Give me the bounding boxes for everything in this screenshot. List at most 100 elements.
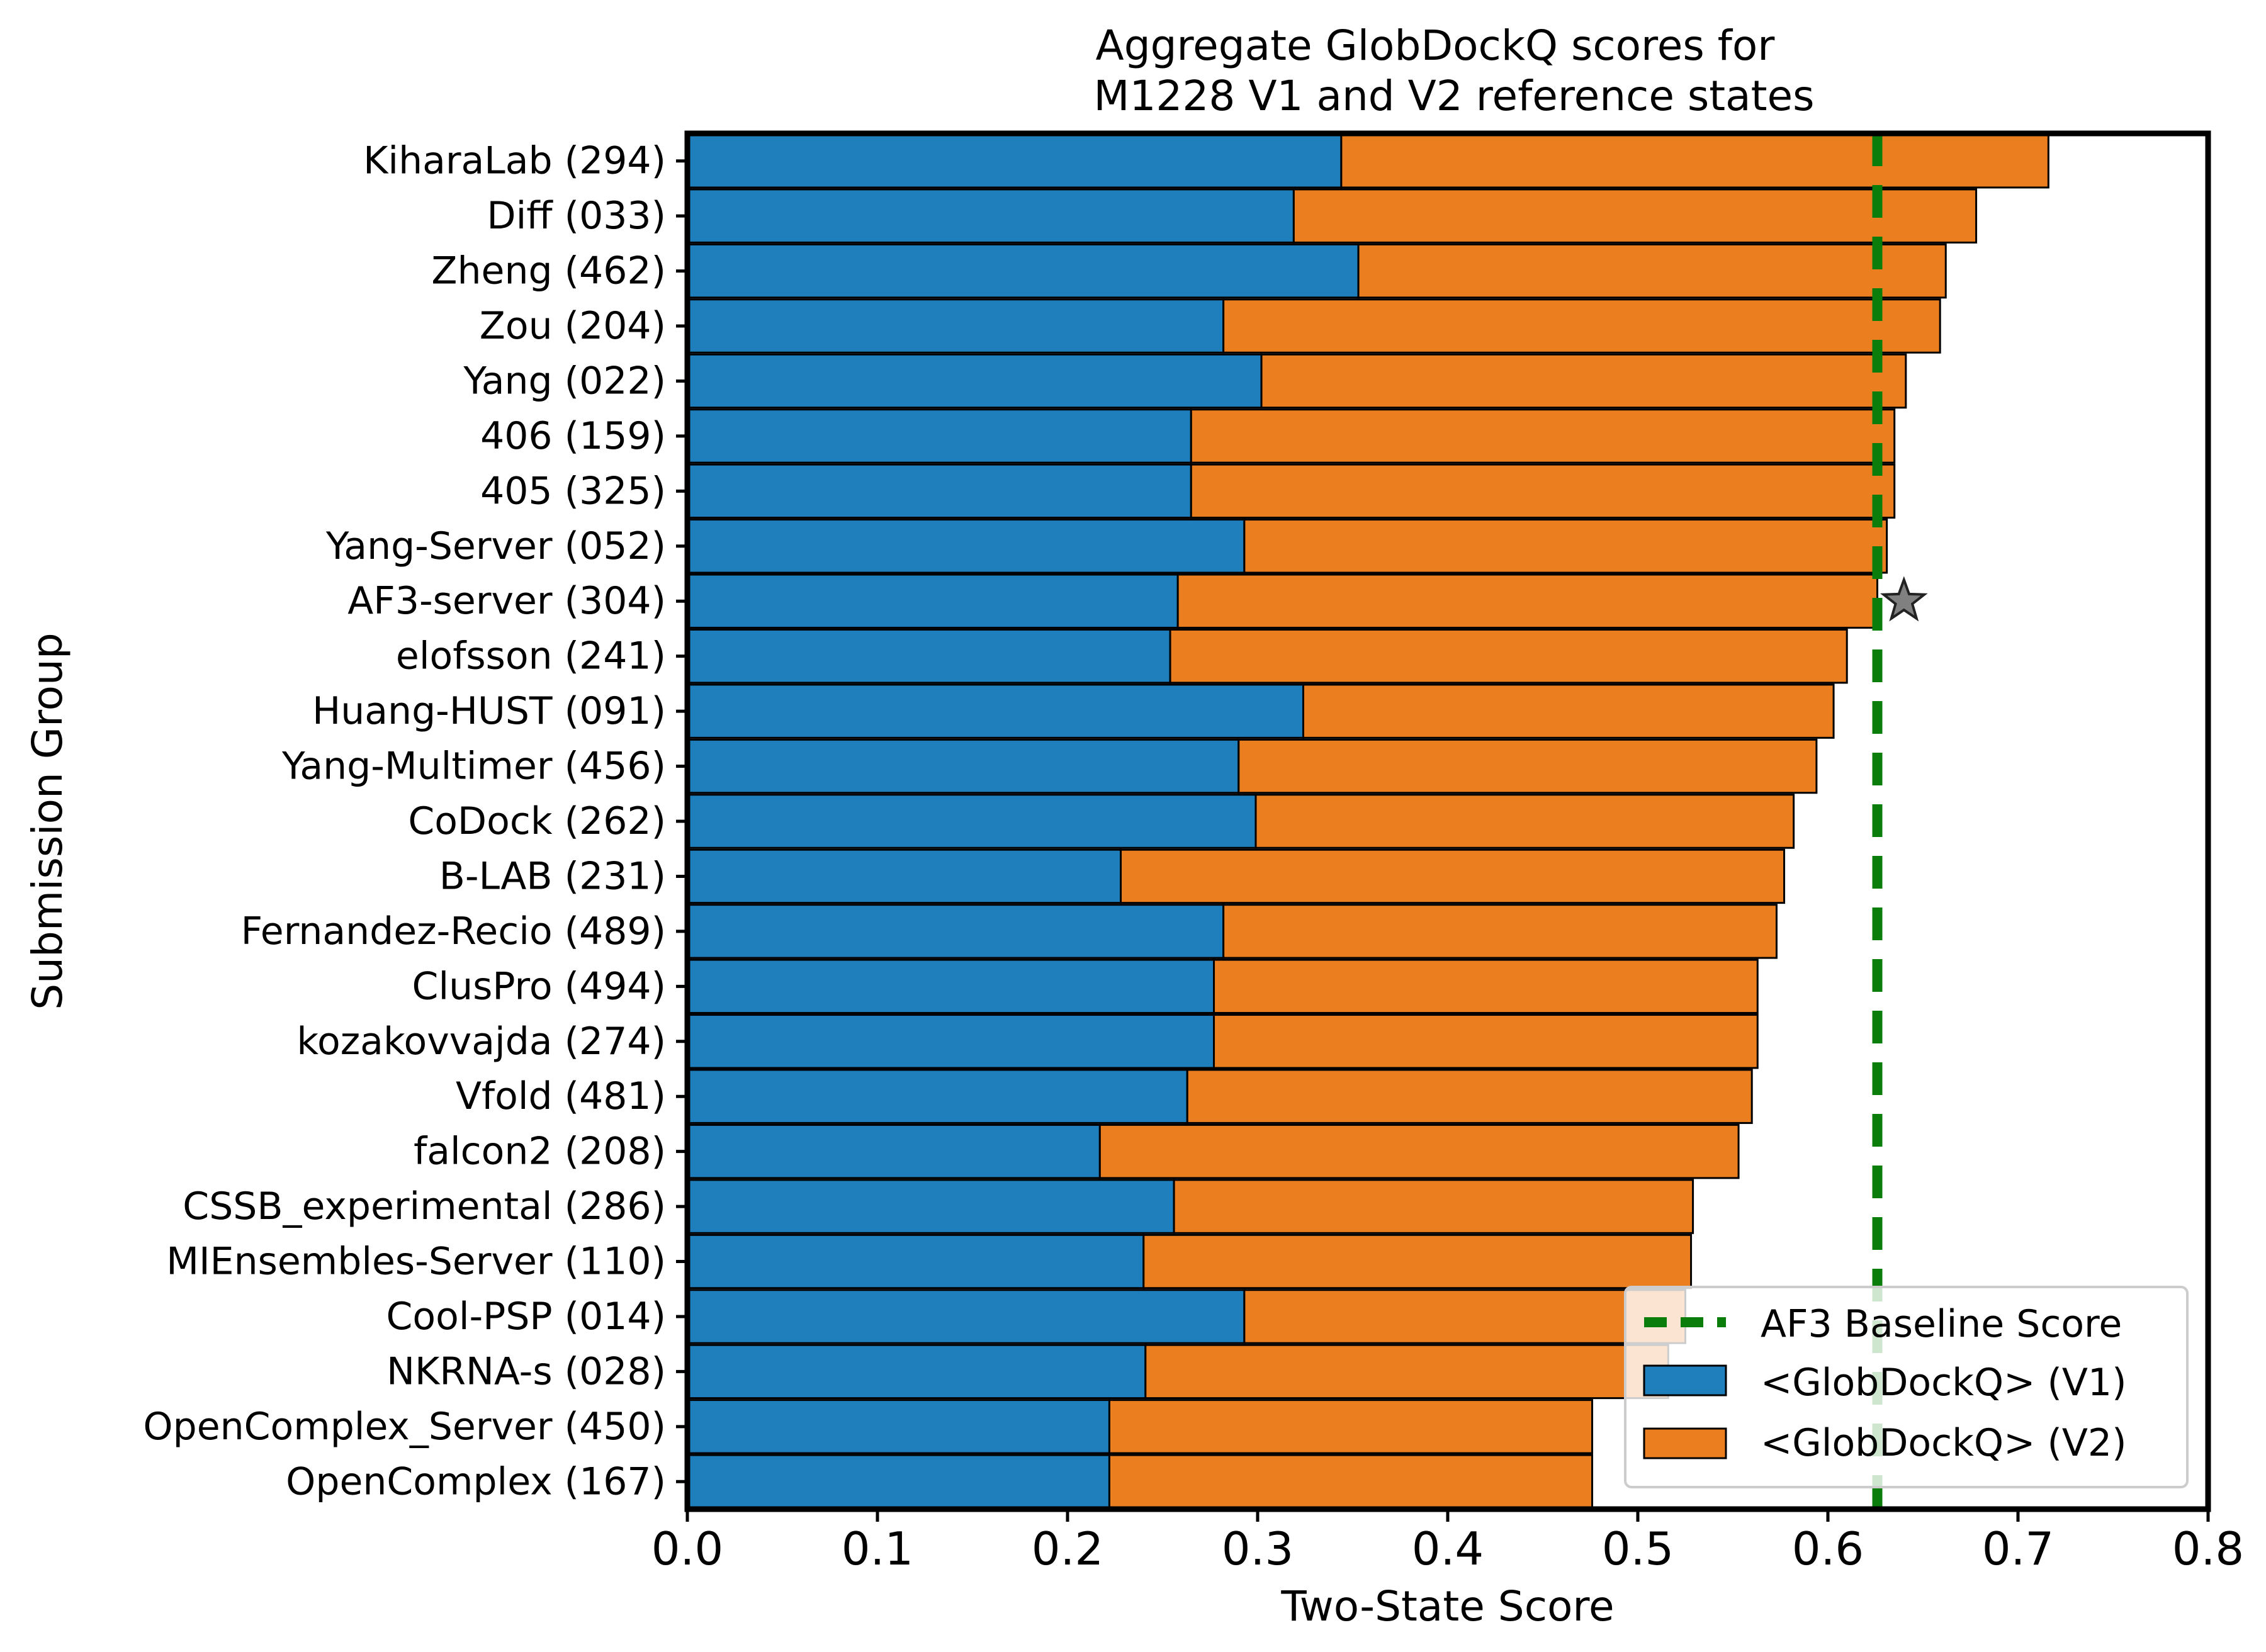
legend-label-v1: <GlobDockQ> (V1) xyxy=(1761,1361,2126,1405)
bar-v2 xyxy=(1176,573,1879,629)
bar-v2 xyxy=(1173,1179,1694,1234)
x-ticks: 0.0 0.1 0.2 0.3 0.4 0.5 0.6 0.7 0.8 xyxy=(651,1509,2245,1575)
bar-v1 xyxy=(686,1069,1188,1124)
legend-box xyxy=(1624,1286,2189,1488)
y-tick-label: KiharaLab (294) xyxy=(363,139,666,183)
bar-v1 xyxy=(686,1289,1246,1344)
bar-v1 xyxy=(686,958,1215,1014)
bar-v1 xyxy=(686,738,1240,794)
bar-v2 xyxy=(1098,1123,1740,1179)
x-tick-label: 0.8 xyxy=(2172,1522,2245,1575)
bar-v1 xyxy=(686,188,1295,244)
y-tick-label: Zheng (462) xyxy=(431,249,666,293)
bar-v2 xyxy=(1222,904,1778,959)
y-tick-label: CoDock (262) xyxy=(408,799,666,843)
bar-v2 xyxy=(1108,1399,1594,1454)
y-tick-label: Diff (033) xyxy=(487,194,666,238)
x-tick-label: 0.6 xyxy=(1792,1522,1864,1575)
bar-v1 xyxy=(686,519,1246,574)
y-tick-label: 406 (159) xyxy=(480,414,666,458)
bar-v1 xyxy=(686,628,1171,684)
y-tick-label: Cool-PSP (014) xyxy=(386,1295,667,1339)
y-tick-label: Yang-Multimer (456) xyxy=(281,745,666,789)
bar-v2 xyxy=(1213,958,1759,1014)
bar-v2 xyxy=(1213,1014,1759,1069)
bar-v1 xyxy=(686,133,1343,189)
y-tick-label: elofsson (241) xyxy=(396,634,666,678)
y-tick-label: falcon2 (208) xyxy=(414,1130,666,1174)
bar-v2 xyxy=(1190,408,1896,464)
bar-v1 xyxy=(686,1344,1147,1400)
y-tick-labels: KiharaLab (294) Diff (033) Zheng (462) Zou … xyxy=(143,139,687,1503)
y-tick-label: ClusPro (494) xyxy=(412,964,666,1008)
y-tick-label: CSSB_experimental (286) xyxy=(183,1184,666,1228)
y-tick-label: 405 (325) xyxy=(480,469,666,513)
x-axis-label: Two-State Score xyxy=(1280,1582,1614,1631)
x-tick-label: 0.1 xyxy=(842,1522,914,1575)
legend: AF3 Baseline Score <GlobDockQ> (V1) <Glo… xyxy=(1624,1286,2189,1488)
bar-v1 xyxy=(686,573,1179,629)
bar-v2 xyxy=(1243,519,1888,574)
bars-layer xyxy=(686,133,2049,1510)
bar-v1 xyxy=(686,1123,1101,1179)
legend-v1-swatch xyxy=(1643,1364,1727,1396)
y-tick-label: Yang-Server (052) xyxy=(325,524,666,568)
bar-v1 xyxy=(686,683,1304,739)
bar-v2 xyxy=(1108,1454,1594,1510)
y-tick-label: Yang (022) xyxy=(463,359,666,403)
legend-label-baseline: AF3 Baseline Score xyxy=(1761,1302,2122,1346)
bar-v2 xyxy=(1190,463,1896,519)
y-tick-label: Zou (204) xyxy=(480,304,666,348)
chart-title-line-2: M1228 V1 and V2 reference states xyxy=(1094,72,1815,120)
bar-v1 xyxy=(686,1454,1110,1510)
x-tick-label: 0.2 xyxy=(1032,1522,1104,1575)
y-tick-label: Vfold (481) xyxy=(456,1074,666,1118)
bar-v1 xyxy=(686,1233,1145,1290)
bar-v2 xyxy=(1186,1069,1753,1124)
bar-v2 xyxy=(1340,133,2049,189)
bar-v2 xyxy=(1292,188,1978,244)
x-tick-label: 0.4 xyxy=(1412,1522,1484,1575)
bar-v2 xyxy=(1169,628,1848,684)
bar-v2 xyxy=(1120,848,1786,904)
bar-v2 xyxy=(1222,298,1941,354)
y-tick-label: Huang-HUST (091) xyxy=(312,689,666,733)
chart-title-line-1: Aggregate GlobDockQ scores for xyxy=(1096,21,1776,70)
bar-v2 xyxy=(1237,738,1818,794)
x-tick-label: 0.3 xyxy=(1222,1522,1294,1575)
af3-star-marker xyxy=(1880,576,1928,622)
y-tick-label: OpenComplex (167) xyxy=(286,1459,666,1503)
y-tick-label: NKRNA-s (028) xyxy=(386,1349,666,1393)
legend-label-v2: <GlobDockQ> (V2) xyxy=(1761,1421,2126,1465)
bar-v1 xyxy=(686,243,1360,299)
bar-v1 xyxy=(686,794,1257,849)
bar-v2 xyxy=(1302,683,1835,739)
bar-v2 xyxy=(1260,353,1907,409)
y-tick-label: AF3-server (304) xyxy=(347,579,666,623)
bar-v2 xyxy=(1243,1289,1686,1344)
bar-v1 xyxy=(686,408,1192,464)
plot-frame xyxy=(684,130,2211,1512)
bar-v1 xyxy=(686,353,1263,409)
bar-v2 xyxy=(1142,1233,1693,1290)
bar-v2 xyxy=(1254,794,1795,849)
bar-v1 xyxy=(686,1014,1215,1069)
bar-v1 xyxy=(686,1399,1110,1454)
y-tick-label: Fernandez-Recio (489) xyxy=(241,909,666,953)
x-tick-label: 0.5 xyxy=(1602,1522,1674,1575)
y-tick-label: MIEnsembles-Server (110) xyxy=(166,1240,666,1284)
bar-v2 xyxy=(1144,1344,1669,1400)
y-tick-label: OpenComplex_Server (450) xyxy=(143,1405,666,1449)
bar-v1 xyxy=(686,1179,1175,1234)
y-tick-label: kozakovvajda (274) xyxy=(296,1020,666,1064)
bar-v1 xyxy=(686,904,1225,959)
bar-v1 xyxy=(686,463,1192,519)
x-tick-label: 0.0 xyxy=(651,1522,724,1575)
x-tick-label: 0.7 xyxy=(1982,1522,2055,1575)
bar-v1 xyxy=(686,298,1225,354)
y-tick-label: B-LAB (231) xyxy=(439,854,666,898)
legend-v2-swatch xyxy=(1643,1427,1727,1459)
bar-v2 xyxy=(1357,243,1947,299)
bar-v1 xyxy=(686,848,1122,904)
